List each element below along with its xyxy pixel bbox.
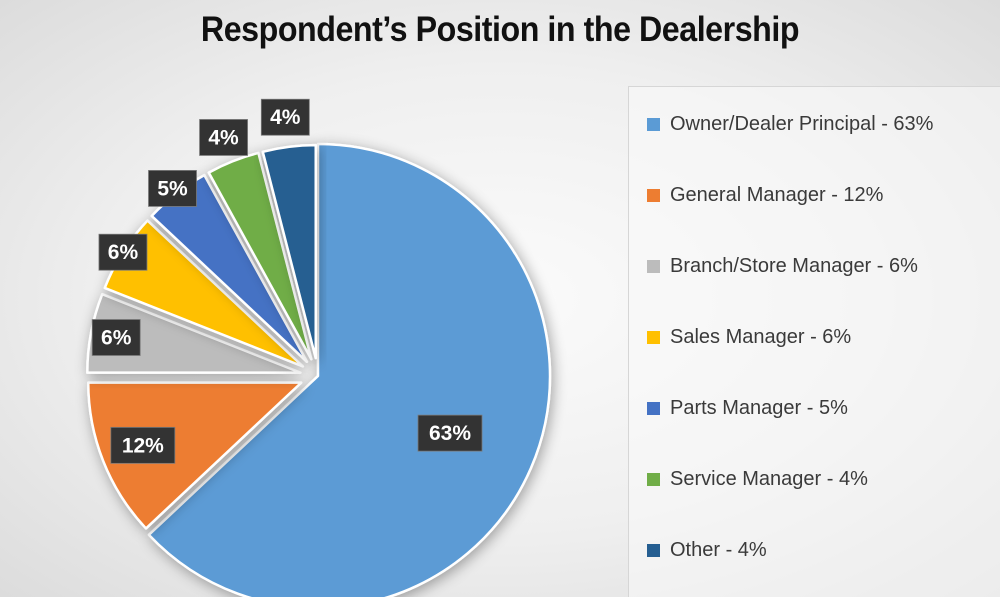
data-label-owner-dealer-principal: 63%	[417, 414, 483, 452]
data-label-sales-manager: 6%	[98, 233, 148, 271]
data-label-text: 6%	[108, 241, 139, 264]
data-label-box	[417, 414, 483, 452]
data-label-other: 4%	[260, 98, 310, 136]
data-label-box	[98, 233, 148, 271]
chart-title: Respondent’s Position in the Dealership	[200, 10, 800, 49]
data-label-box	[148, 170, 197, 207]
pie-slice-service-manager	[207, 151, 313, 361]
pie-data-labels: 63% 12% 6% 6% 5% 4% 4%	[91, 98, 483, 464]
data-label-parts-manager: 5%	[148, 170, 197, 207]
legend-item-branch-store-manager: Branch/Store Manager - 6%	[647, 251, 918, 281]
data-label-text: 12%	[122, 434, 164, 457]
legend-item-general-manager: General Manager - 12%	[647, 180, 883, 210]
data-label-general-manager: 12%	[110, 426, 176, 464]
data-label-box	[110, 426, 176, 464]
pie-slices	[86, 142, 552, 597]
data-label-box	[199, 119, 248, 156]
legend-item-other: Other - 4%	[647, 535, 767, 565]
legend-item-parts-manager: Parts Manager - 5%	[647, 393, 848, 423]
legend-swatch	[647, 259, 660, 273]
data-label-text: 4%	[270, 106, 301, 129]
data-label-text: 6%	[101, 327, 132, 350]
legend-item-sales-manager: Sales Manager - 6%	[647, 322, 851, 352]
legend-label: General Manager - 12%	[670, 183, 884, 206]
pie-slice-owner-dealer-principal	[147, 142, 552, 597]
legend-swatch	[647, 401, 660, 415]
data-label-box	[91, 319, 141, 356]
data-label-service-manager: 4%	[199, 119, 248, 156]
data-label-branch-store-manager: 6%	[91, 319, 141, 356]
legend-swatch	[647, 188, 660, 202]
legend-swatch	[647, 543, 660, 557]
legend-item-owner-dealer-principal: Owner/Dealer Principal - 63%	[647, 109, 933, 139]
legend-label: Sales Manager - 6%	[670, 325, 852, 348]
pie-slice-general-manager	[87, 381, 303, 530]
data-label-text: 4%	[208, 126, 239, 149]
legend-label: Owner/Dealer Principal - 63%	[670, 112, 934, 135]
legend-label: Other - 4%	[670, 538, 767, 561]
legend-label: Parts Manager - 5%	[670, 396, 848, 419]
data-label-text: 5%	[157, 177, 188, 200]
legend-label: Service Manager - 4%	[670, 467, 868, 490]
data-label-box	[260, 98, 310, 136]
pie-chart: 63% 12% 6% 6% 5% 4% 4%	[86, 98, 552, 597]
chart-legend: Owner/Dealer Principal - 63% General Mana…	[628, 86, 1000, 597]
legend-item-service-manager: Service Manager - 4%	[647, 464, 868, 494]
legend-swatch	[647, 472, 660, 486]
legend-swatch	[647, 117, 660, 131]
pie-slice-other	[261, 143, 317, 360]
data-label-text: 63%	[429, 422, 471, 445]
legend-label: Branch/Store Manager - 6%	[670, 254, 918, 277]
legend-swatch	[647, 330, 660, 344]
